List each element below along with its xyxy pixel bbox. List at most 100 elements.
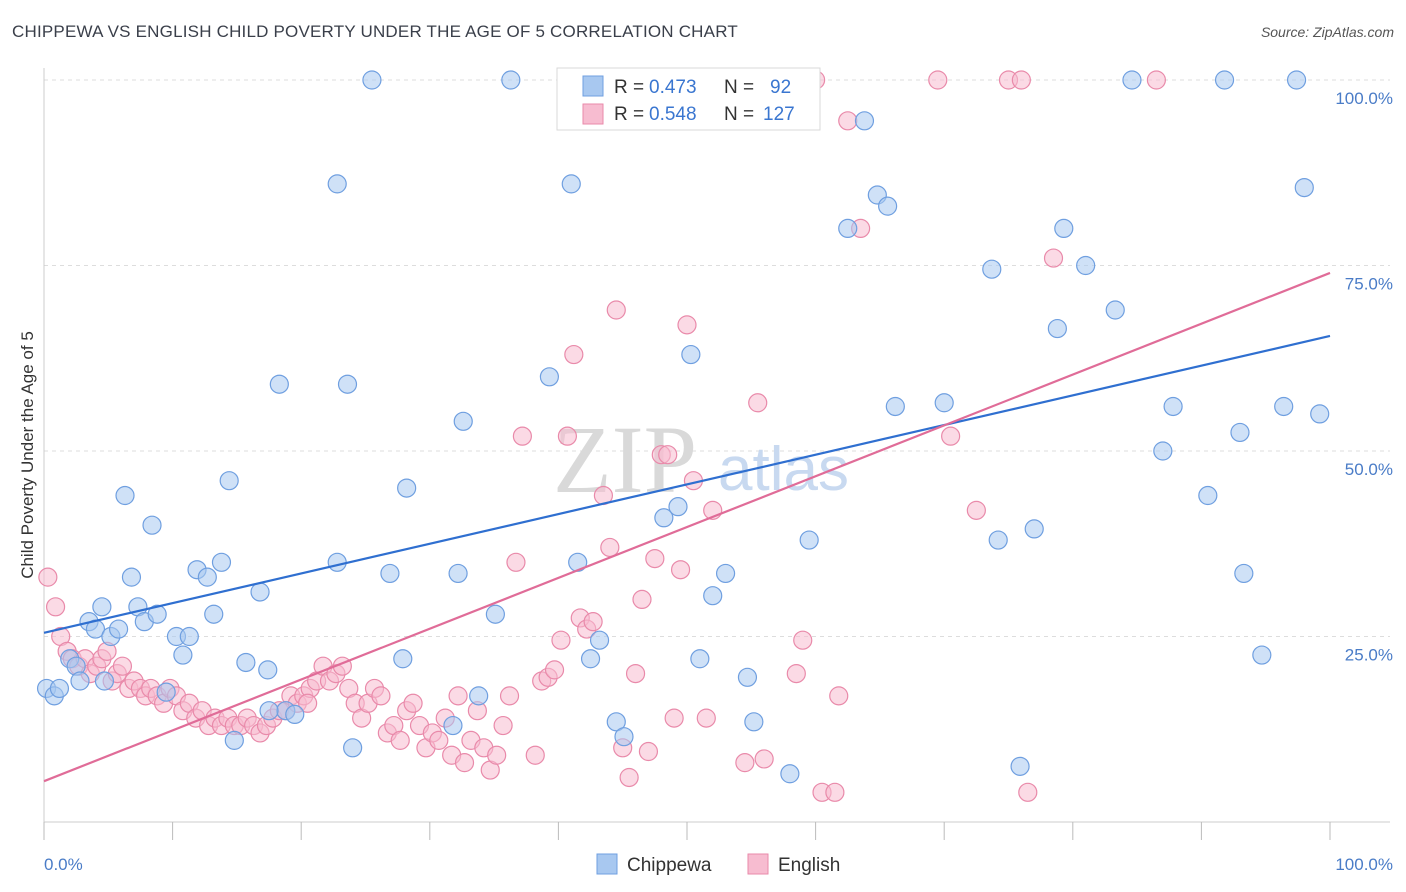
chippewa-point bbox=[1105, 300, 1125, 320]
english-point bbox=[454, 753, 475, 773]
chippewa-point bbox=[285, 704, 305, 725]
chippewa-point bbox=[49, 678, 70, 699]
chippewa-point bbox=[453, 411, 473, 431]
english-trend-line bbox=[43, 271, 1331, 783]
english-point bbox=[670, 560, 691, 580]
english-point bbox=[645, 548, 665, 569]
english-point bbox=[664, 708, 684, 728]
english-point bbox=[677, 315, 697, 335]
chippewa-point bbox=[737, 667, 758, 687]
english-point bbox=[600, 537, 620, 558]
english-point bbox=[557, 426, 578, 446]
bottom-legend-chippewa: Chippewa bbox=[627, 855, 712, 876]
x-tick-label: 100.0% bbox=[1335, 855, 1393, 874]
chippewa-point bbox=[142, 515, 162, 535]
chippewa-point bbox=[469, 686, 489, 706]
chippewa-trend-line bbox=[43, 334, 1331, 634]
english-point bbox=[564, 344, 584, 365]
chippewa-point bbox=[780, 764, 800, 784]
legend-n-value: 92 bbox=[770, 77, 791, 98]
bottom-legend-swatch-english bbox=[747, 853, 769, 875]
x-tick-labels: 0.0% 100.0% bbox=[44, 855, 1393, 874]
chippewa-point bbox=[838, 218, 858, 238]
chippewa-point bbox=[1214, 70, 1235, 90]
chippewa-point bbox=[147, 604, 167, 624]
source-label: Source: ZipAtlas.com bbox=[1260, 24, 1394, 40]
chippewa-point bbox=[258, 660, 278, 680]
chippewa-point bbox=[1310, 404, 1330, 424]
chippewa-point bbox=[1010, 756, 1030, 776]
x-tick-label: 0.0% bbox=[44, 855, 83, 874]
chippewa-point bbox=[485, 604, 505, 624]
chippewa-point bbox=[197, 567, 217, 587]
english-point bbox=[583, 612, 603, 632]
english-point bbox=[1043, 248, 1064, 268]
chippewa-point bbox=[327, 174, 347, 194]
chippewa-point bbox=[690, 649, 710, 669]
english-point bbox=[112, 656, 133, 676]
chippewa-point bbox=[250, 582, 270, 602]
chippewa-point bbox=[397, 478, 417, 498]
english-point bbox=[638, 741, 659, 762]
chippewa-point bbox=[703, 586, 723, 606]
top-legend: R = 0.473 N = 92 R = 0.548 N = 127 bbox=[556, 67, 821, 131]
chippewa-point bbox=[654, 508, 674, 528]
english-point bbox=[625, 663, 646, 684]
chippewa-point bbox=[1163, 396, 1183, 417]
chippewa-point bbox=[393, 649, 413, 669]
english-point bbox=[506, 552, 526, 572]
y-tick-label: 50.0% bbox=[1345, 460, 1393, 479]
english-point bbox=[825, 782, 845, 802]
english-point bbox=[735, 753, 755, 773]
chippewa-point bbox=[1294, 177, 1314, 198]
english-point bbox=[793, 630, 813, 650]
y-tick-labels: 25.0% 50.0% 75.0% 100.0% bbox=[1335, 89, 1393, 665]
chippewa-point bbox=[668, 497, 688, 517]
legend-swatch-english bbox=[582, 103, 604, 125]
chippewa-point bbox=[362, 70, 382, 90]
chippewa-point bbox=[70, 671, 90, 691]
english-point bbox=[429, 730, 449, 750]
chippewa-point bbox=[1198, 485, 1218, 506]
y-tick-label: 100.0% bbox=[1335, 89, 1393, 108]
english-point bbox=[390, 730, 410, 750]
english-point bbox=[606, 300, 626, 320]
english-point bbox=[448, 686, 468, 706]
english-point bbox=[941, 426, 961, 446]
legend-swatch-chippewa bbox=[582, 75, 604, 97]
legend-r-value: 0.548 bbox=[649, 104, 697, 125]
chippewa-point bbox=[211, 552, 232, 572]
english-point bbox=[696, 708, 716, 728]
chippewa-point bbox=[982, 259, 1002, 279]
chippewa-point bbox=[988, 530, 1008, 550]
chippewa-point bbox=[561, 174, 581, 194]
chippewa-point bbox=[681, 344, 701, 365]
y-tick-label: 75.0% bbox=[1345, 275, 1393, 294]
english-point bbox=[551, 630, 571, 650]
chippewa-point bbox=[108, 619, 129, 639]
chippewa-point bbox=[1274, 396, 1294, 417]
chippewa-point bbox=[1230, 422, 1250, 443]
chippewa-point bbox=[1286, 70, 1307, 90]
english-point bbox=[748, 393, 768, 413]
chippewa-points bbox=[36, 70, 1330, 784]
english-point bbox=[499, 686, 520, 706]
legend-r-label: R = bbox=[614, 77, 644, 98]
chippewa-point bbox=[156, 682, 176, 702]
chippewa-point bbox=[204, 604, 224, 624]
grid-lines bbox=[44, 79, 1390, 637]
english-point bbox=[487, 745, 507, 765]
chippewa-point bbox=[327, 552, 347, 572]
english-point bbox=[838, 111, 858, 131]
chippewa-point bbox=[501, 70, 521, 90]
chippewa-point bbox=[799, 530, 819, 550]
english-point bbox=[619, 767, 639, 788]
chippewa-point bbox=[337, 374, 358, 394]
chippewa-point bbox=[173, 645, 193, 665]
english-point bbox=[403, 693, 423, 713]
bottom-legend-english: English bbox=[778, 855, 840, 876]
chippewa-point bbox=[380, 563, 400, 584]
english-point bbox=[493, 715, 513, 736]
bottom-legend: Chippewa English bbox=[596, 853, 840, 876]
english-point bbox=[928, 70, 948, 90]
